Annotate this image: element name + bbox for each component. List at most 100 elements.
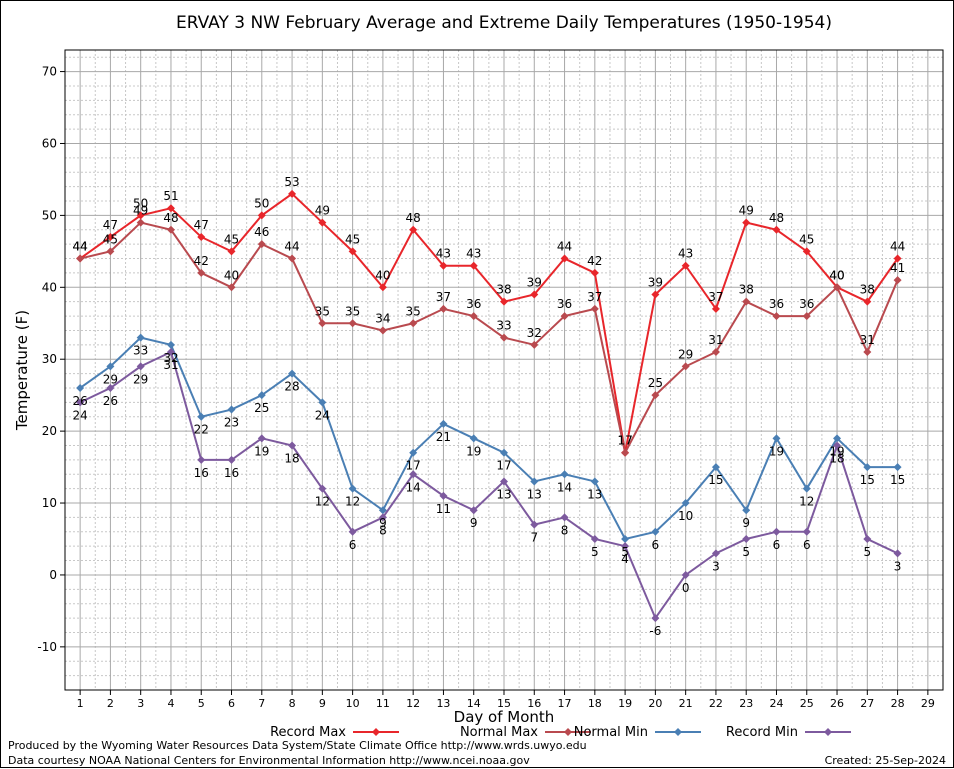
normal-min-data-label: 15 <box>708 473 723 487</box>
x-tick-label: 18 <box>588 697 602 710</box>
normal-min-data-label: 28 <box>284 380 299 394</box>
record-max-point <box>560 254 569 263</box>
normal-min-data-label: 29 <box>103 372 118 386</box>
record-min-point <box>651 614 660 623</box>
normal-min-point <box>288 369 297 378</box>
x-tick-label: 21 <box>679 697 693 710</box>
normal-min-data-label: 22 <box>194 423 209 437</box>
normal-max-data-label: 48 <box>163 211 178 225</box>
normal-max-point <box>348 319 357 328</box>
record-max-point <box>772 225 781 234</box>
normal-max-data-label: 35 <box>406 304 421 318</box>
record-min-data-label: -6 <box>649 624 661 638</box>
x-tick-label: 25 <box>800 697 814 710</box>
normal-min-data-label: 32 <box>163 351 178 365</box>
record-min-point <box>469 506 478 515</box>
normal-min-point <box>590 477 599 486</box>
x-tick-label: 12 <box>406 697 420 710</box>
normal-max-point <box>651 391 660 400</box>
record-min-data-label: 16 <box>194 466 209 480</box>
record-min-point <box>711 549 720 558</box>
record-min-data-label: 8 <box>379 523 387 537</box>
normal-min-data-label: 19 <box>466 444 481 458</box>
normal-max-data-label: 42 <box>194 254 209 268</box>
normal-min-point <box>348 484 357 493</box>
y-tick-label: 20 <box>42 424 57 438</box>
normal-max-data-label: 45 <box>103 232 118 246</box>
y-tick-label: 50 <box>42 208 57 222</box>
record-max-point <box>288 189 297 198</box>
normal-min-point <box>257 391 266 400</box>
normal-min-point <box>166 340 175 349</box>
normal-max-data-label: 36 <box>557 297 572 311</box>
record-max-point <box>409 225 418 234</box>
record-max-data-label: 53 <box>284 175 299 189</box>
record-max-data-label: 45 <box>224 232 239 246</box>
normal-max-point <box>469 312 478 321</box>
normal-min-data-label: 13 <box>527 487 542 501</box>
record-max-point <box>590 268 599 277</box>
x-tick-label: 7 <box>258 697 265 710</box>
record-min-data-label: 26 <box>103 394 118 408</box>
x-tick-label: 10 <box>346 697 360 710</box>
record-min-data-label: 6 <box>349 538 357 552</box>
y-tick-label: -10 <box>37 640 57 654</box>
record-min-point <box>166 348 175 357</box>
normal-max-point <box>378 326 387 335</box>
record-max-point <box>893 254 902 263</box>
normal-max-point <box>288 254 297 263</box>
record-min-point <box>863 534 872 543</box>
record-max-point <box>378 283 387 292</box>
normal-max-point <box>136 218 145 227</box>
record-min-data-label: 24 <box>72 408 87 422</box>
normal-min-point <box>76 383 85 392</box>
normal-min-data-label: 5 <box>621 545 629 559</box>
normal-max-point <box>560 312 569 321</box>
normal-max-data-label: 33 <box>496 319 511 333</box>
x-tick-label: 4 <box>167 697 174 710</box>
normal-max-point <box>227 283 236 292</box>
normal-min-point <box>378 506 387 515</box>
record-max-data-label: 50 <box>133 196 148 210</box>
normal-max-data-label: 17 <box>617 434 632 448</box>
record-min-point <box>378 513 387 522</box>
chart-title: ERVAY 3 NW February Average and Extreme … <box>176 13 832 33</box>
normal-min-point <box>802 484 811 493</box>
record-max-data-label: 39 <box>648 275 663 289</box>
normal-min-line <box>79 336 898 541</box>
record-min-data-label: 5 <box>591 545 599 559</box>
record-min-point <box>136 362 145 371</box>
record-min-data-label: 16 <box>224 466 239 480</box>
normal-min-data-label: 17 <box>406 459 421 473</box>
record-max-point <box>651 290 660 299</box>
record-min-point <box>893 549 902 558</box>
normal-min-data-label: 10 <box>678 509 693 523</box>
record-max-point <box>469 261 478 270</box>
normal-max-data-label: 36 <box>466 297 481 311</box>
normal-max-point <box>802 312 811 321</box>
record-min-point <box>742 534 751 543</box>
normal-min-data-label: 24 <box>315 408 330 422</box>
normal-max-data-label: 40 <box>224 268 239 282</box>
record-min-data-label: 3 <box>712 559 720 573</box>
record-max-point <box>439 261 448 270</box>
record-min-line <box>79 350 899 621</box>
normal-max-point <box>742 297 751 306</box>
x-tick-label: 20 <box>648 697 662 710</box>
normal-min-point <box>742 506 751 515</box>
record-min-point <box>76 398 85 407</box>
record-max-data-label: 48 <box>769 211 784 225</box>
normal-min-data-label: 19 <box>769 444 784 458</box>
record-max-point <box>530 290 539 299</box>
record-max-data-label: 17 <box>617 434 632 448</box>
normal-max-data-label: 44 <box>72 240 87 254</box>
record-max-point <box>227 247 236 256</box>
x-axis-label: Day of Month <box>454 708 555 726</box>
legend-marker-record-min <box>824 728 832 736</box>
normal-max-point <box>76 254 85 263</box>
normal-min-point <box>893 463 902 472</box>
normal-max-data-label: 36 <box>799 297 814 311</box>
normal-max-data-label: 49 <box>133 204 148 218</box>
normal-max-data-label: 31 <box>708 333 723 347</box>
